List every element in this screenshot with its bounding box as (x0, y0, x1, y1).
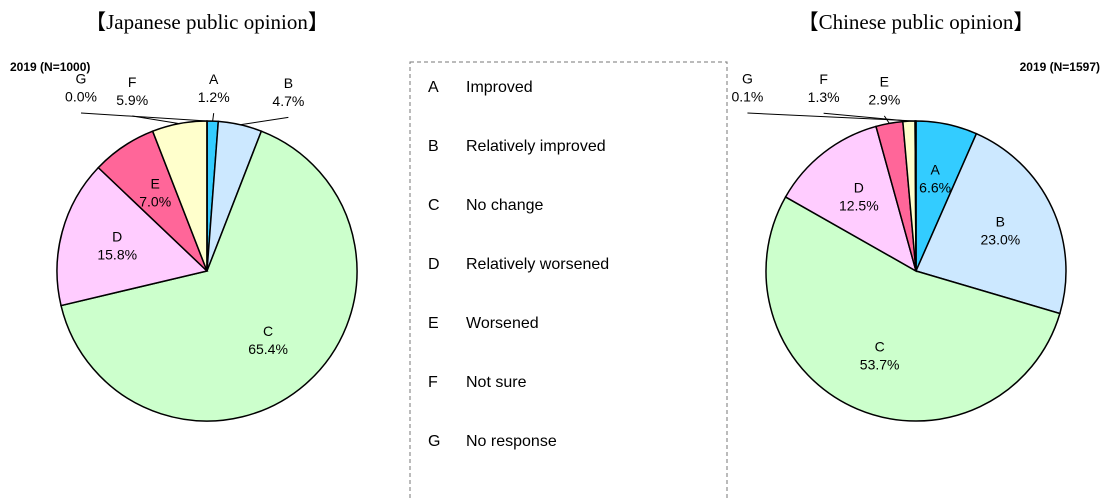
slice-value-label: 0.1% (731, 89, 763, 105)
slice-category: G (742, 71, 753, 87)
legend-label: Not sure (466, 374, 527, 391)
leader-line (747, 112, 916, 122)
leader-line (240, 116, 289, 126)
slice-value-label: 12.5% (839, 197, 879, 213)
slice-category: F (819, 71, 828, 87)
slice-value-label: 53.7% (860, 356, 900, 372)
slice-category: D (112, 228, 122, 244)
slice-category: A (930, 162, 940, 178)
slice-value-label: 7.0% (139, 193, 171, 209)
legend-key: F (428, 374, 438, 391)
slice-category: B (284, 75, 293, 91)
chart-subtitle: 2019 (N=1597) (1020, 60, 1100, 74)
leader-line (80, 112, 208, 122)
pie-slice (56, 166, 209, 307)
slice-value-label: 4.7% (272, 93, 304, 109)
legend-label: Relatively improved (466, 138, 606, 155)
legend-box (409, 61, 728, 498)
legend-label: Relatively worsened (466, 256, 609, 273)
legend-label: No change (466, 197, 543, 214)
legend-label: Worsened (466, 315, 539, 332)
pie-slice (60, 130, 358, 422)
legend-key: G (428, 433, 440, 450)
legend-label: No response (466, 433, 557, 450)
slice-value-label: 1.2% (198, 89, 230, 105)
pie-slice (765, 195, 1061, 422)
slice-category: D (854, 179, 864, 195)
slice-category: C (875, 338, 885, 354)
slice-value-label: 15.8% (97, 246, 137, 262)
pie-slice (784, 125, 918, 273)
slice-value-label: 65.4% (248, 341, 288, 357)
chart-subtitle: 2019 (N=1000) (10, 60, 90, 74)
slice-value-label: 2.9% (868, 92, 900, 108)
slice-category: C (263, 323, 273, 339)
slice-category: A (209, 71, 219, 87)
slice-value-label: 6.6% (919, 180, 951, 196)
slice-category: G (76, 71, 87, 87)
slice-category: E (151, 175, 160, 191)
chart-title: 【Japanese public opinion】 (85, 10, 329, 34)
legend-label: Improved (466, 79, 533, 96)
slice-value-label: 23.0% (981, 232, 1021, 248)
slice-category: E (880, 74, 889, 90)
pie-slice (914, 132, 1067, 315)
legend-key: C (428, 197, 440, 214)
slice-category: F (128, 74, 137, 90)
slice-value-label: 1.3% (808, 89, 840, 105)
leader-line (132, 115, 180, 125)
legend-key: D (428, 256, 440, 273)
slice-value-label: 5.9% (116, 92, 148, 108)
pie-slice (914, 120, 917, 272)
chart-title: 【Chinese public opinion】 (798, 10, 1035, 34)
slice-category: B (996, 214, 1005, 230)
slice-value-label: 0.0% (65, 89, 97, 105)
legend-key: A (428, 79, 439, 96)
legend-key: E (428, 315, 439, 332)
legend-key: B (428, 138, 439, 155)
leader-line (212, 113, 215, 122)
